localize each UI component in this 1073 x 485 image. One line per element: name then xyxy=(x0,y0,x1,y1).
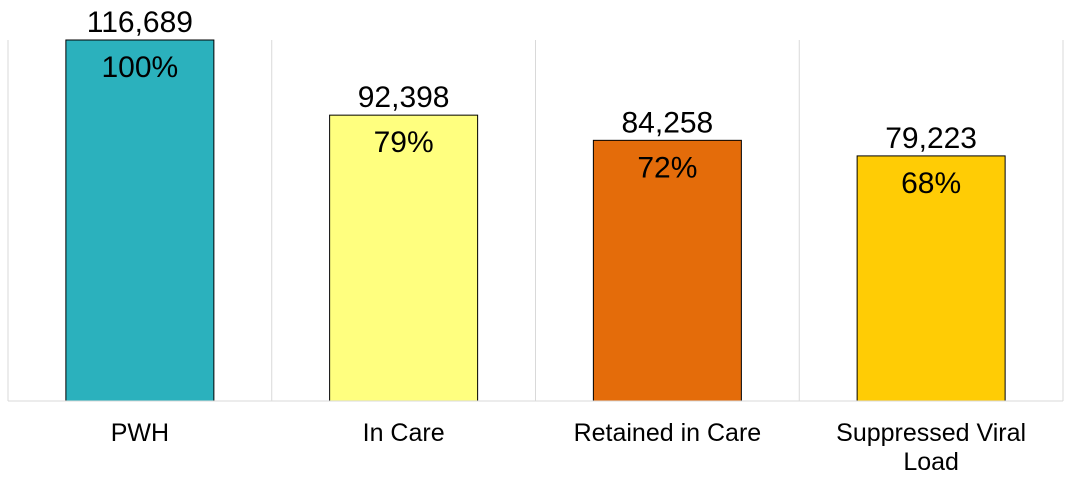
category-label: In Care xyxy=(363,419,445,447)
bar-retained-in-care xyxy=(592,139,742,402)
percent-label: 79% xyxy=(374,126,434,159)
value-label: 116,689 xyxy=(87,6,193,39)
category-separators xyxy=(7,40,1064,401)
percent-label: 100% xyxy=(102,51,179,84)
bar-pwh xyxy=(65,39,215,402)
category-label: Load xyxy=(903,448,959,476)
bar-suppressed-viral-load xyxy=(856,155,1006,402)
percent-label: 68% xyxy=(901,167,961,200)
labels-group: 116,689 100% PWH 92,398 79% In Care 84,258 72% R… xyxy=(87,6,1026,476)
bar-in-care xyxy=(329,114,479,402)
value-label: 84,258 xyxy=(621,106,713,139)
value-label: 79,223 xyxy=(885,122,977,155)
category-label: Suppressed Viral xyxy=(836,419,1026,447)
bars-group xyxy=(65,39,1006,402)
percent-label: 72% xyxy=(637,151,697,184)
category-label: Retained in Care xyxy=(574,419,762,447)
category-label: PWH xyxy=(111,419,169,447)
value-label: 92,398 xyxy=(358,81,450,114)
